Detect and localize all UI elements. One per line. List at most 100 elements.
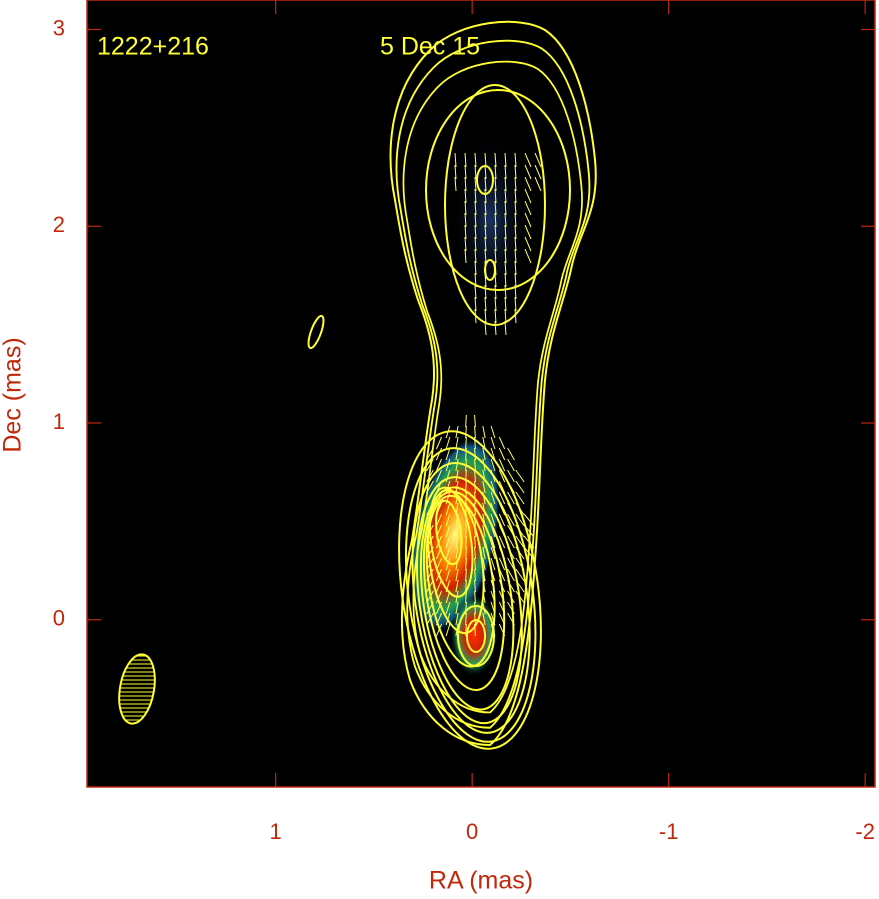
pol-vector	[465, 469, 467, 483]
pol-vector	[426, 579, 434, 593]
pol-vector	[507, 458, 515, 472]
pol-vector	[455, 480, 459, 494]
pol-vector	[484, 248, 487, 264]
pol-vector	[514, 296, 517, 312]
pol-vector	[464, 212, 467, 228]
pol-vector	[445, 546, 451, 560]
pol-vector	[464, 224, 467, 240]
pol-vector	[504, 224, 507, 240]
pol-vector	[474, 469, 476, 483]
pol-vector	[494, 152, 497, 168]
pol-vector	[465, 502, 467, 516]
pol-vector	[426, 612, 434, 626]
pol-vector	[474, 568, 476, 582]
pol-vector	[465, 579, 467, 593]
pol-vector	[484, 284, 487, 300]
x-tick-label: 0	[466, 819, 478, 844]
pol-vector	[445, 502, 451, 516]
pol-vector	[515, 469, 525, 483]
pol-vector	[465, 601, 467, 615]
pol-vector	[435, 535, 443, 549]
pol-vector	[484, 224, 487, 240]
pol-vector	[507, 601, 515, 615]
pol-vector	[465, 480, 467, 494]
pol-vector	[474, 524, 476, 538]
pol-vector	[494, 200, 497, 216]
pol-vector	[435, 546, 443, 560]
pol-vector	[474, 513, 476, 527]
pol-vector	[498, 447, 506, 461]
pol-vector	[465, 458, 467, 472]
pol-vector	[474, 296, 477, 312]
pol-vector	[504, 284, 507, 300]
pol-vector	[523, 513, 535, 527]
x-tick-label: -1	[659, 819, 679, 844]
pol-vector	[464, 164, 467, 180]
pol-vector	[515, 535, 525, 549]
pol-vector	[454, 176, 457, 192]
pol-vector	[445, 425, 451, 439]
pol-vector	[474, 612, 476, 626]
pol-vector	[465, 513, 467, 527]
pol-vector	[504, 320, 507, 336]
pol-vector	[445, 557, 451, 571]
pol-vector	[426, 557, 434, 571]
pol-vector	[465, 590, 467, 604]
pol-vector	[474, 502, 476, 516]
pol-vector	[484, 260, 487, 276]
pol-vector	[455, 447, 459, 461]
pol-vector	[514, 152, 517, 168]
pol-vector	[482, 568, 486, 582]
pol-vector	[515, 590, 525, 604]
pol-vector	[494, 224, 497, 240]
pol-vector	[504, 176, 507, 192]
pol-vector	[435, 590, 443, 604]
pol-vector	[514, 236, 517, 252]
pol-vector	[494, 284, 497, 300]
y-tick-label: 1	[53, 409, 65, 434]
pol-vector	[494, 308, 497, 324]
pol-vector	[498, 480, 506, 494]
pol-vector	[507, 579, 515, 593]
pol-vector	[455, 524, 459, 538]
pol-vector	[474, 425, 476, 439]
pol-vector	[474, 414, 476, 428]
pol-vector	[482, 480, 486, 494]
x-axis-label: RA (mas)	[429, 867, 533, 895]
pol-vector	[504, 260, 507, 276]
pol-vector	[455, 513, 459, 527]
pol-vector	[484, 152, 487, 168]
pol-vector	[465, 524, 467, 538]
pol-vector	[507, 590, 515, 604]
pol-vector	[515, 513, 525, 527]
pol-vector	[474, 601, 476, 615]
pol-vector	[498, 502, 506, 516]
pol-vector	[445, 436, 451, 450]
pol-vector	[498, 491, 506, 505]
pol-vector	[474, 188, 477, 204]
pol-vector	[482, 458, 486, 472]
pol-vector	[455, 590, 459, 604]
pol-vector	[507, 524, 515, 538]
pol-vector	[426, 568, 434, 582]
pol-vector	[445, 590, 451, 604]
pol-vector	[498, 546, 506, 560]
pol-vector	[474, 447, 476, 461]
pol-vector	[455, 623, 459, 637]
pol-vector	[515, 524, 525, 538]
epoch-label: 5 Dec 15	[380, 33, 480, 61]
pol-vector	[498, 458, 506, 472]
pol-vector	[515, 579, 525, 593]
pol-vector	[507, 491, 515, 505]
pol-vector	[490, 502, 496, 516]
pol-vector	[435, 601, 443, 615]
pol-vector	[490, 524, 496, 538]
pol-vector	[482, 447, 486, 461]
pol-vector	[482, 513, 486, 527]
pol-vector	[482, 425, 486, 439]
pol-vector	[474, 212, 477, 228]
pol-vector	[514, 200, 517, 216]
pol-vector	[524, 176, 532, 192]
pol-vector	[490, 436, 496, 450]
